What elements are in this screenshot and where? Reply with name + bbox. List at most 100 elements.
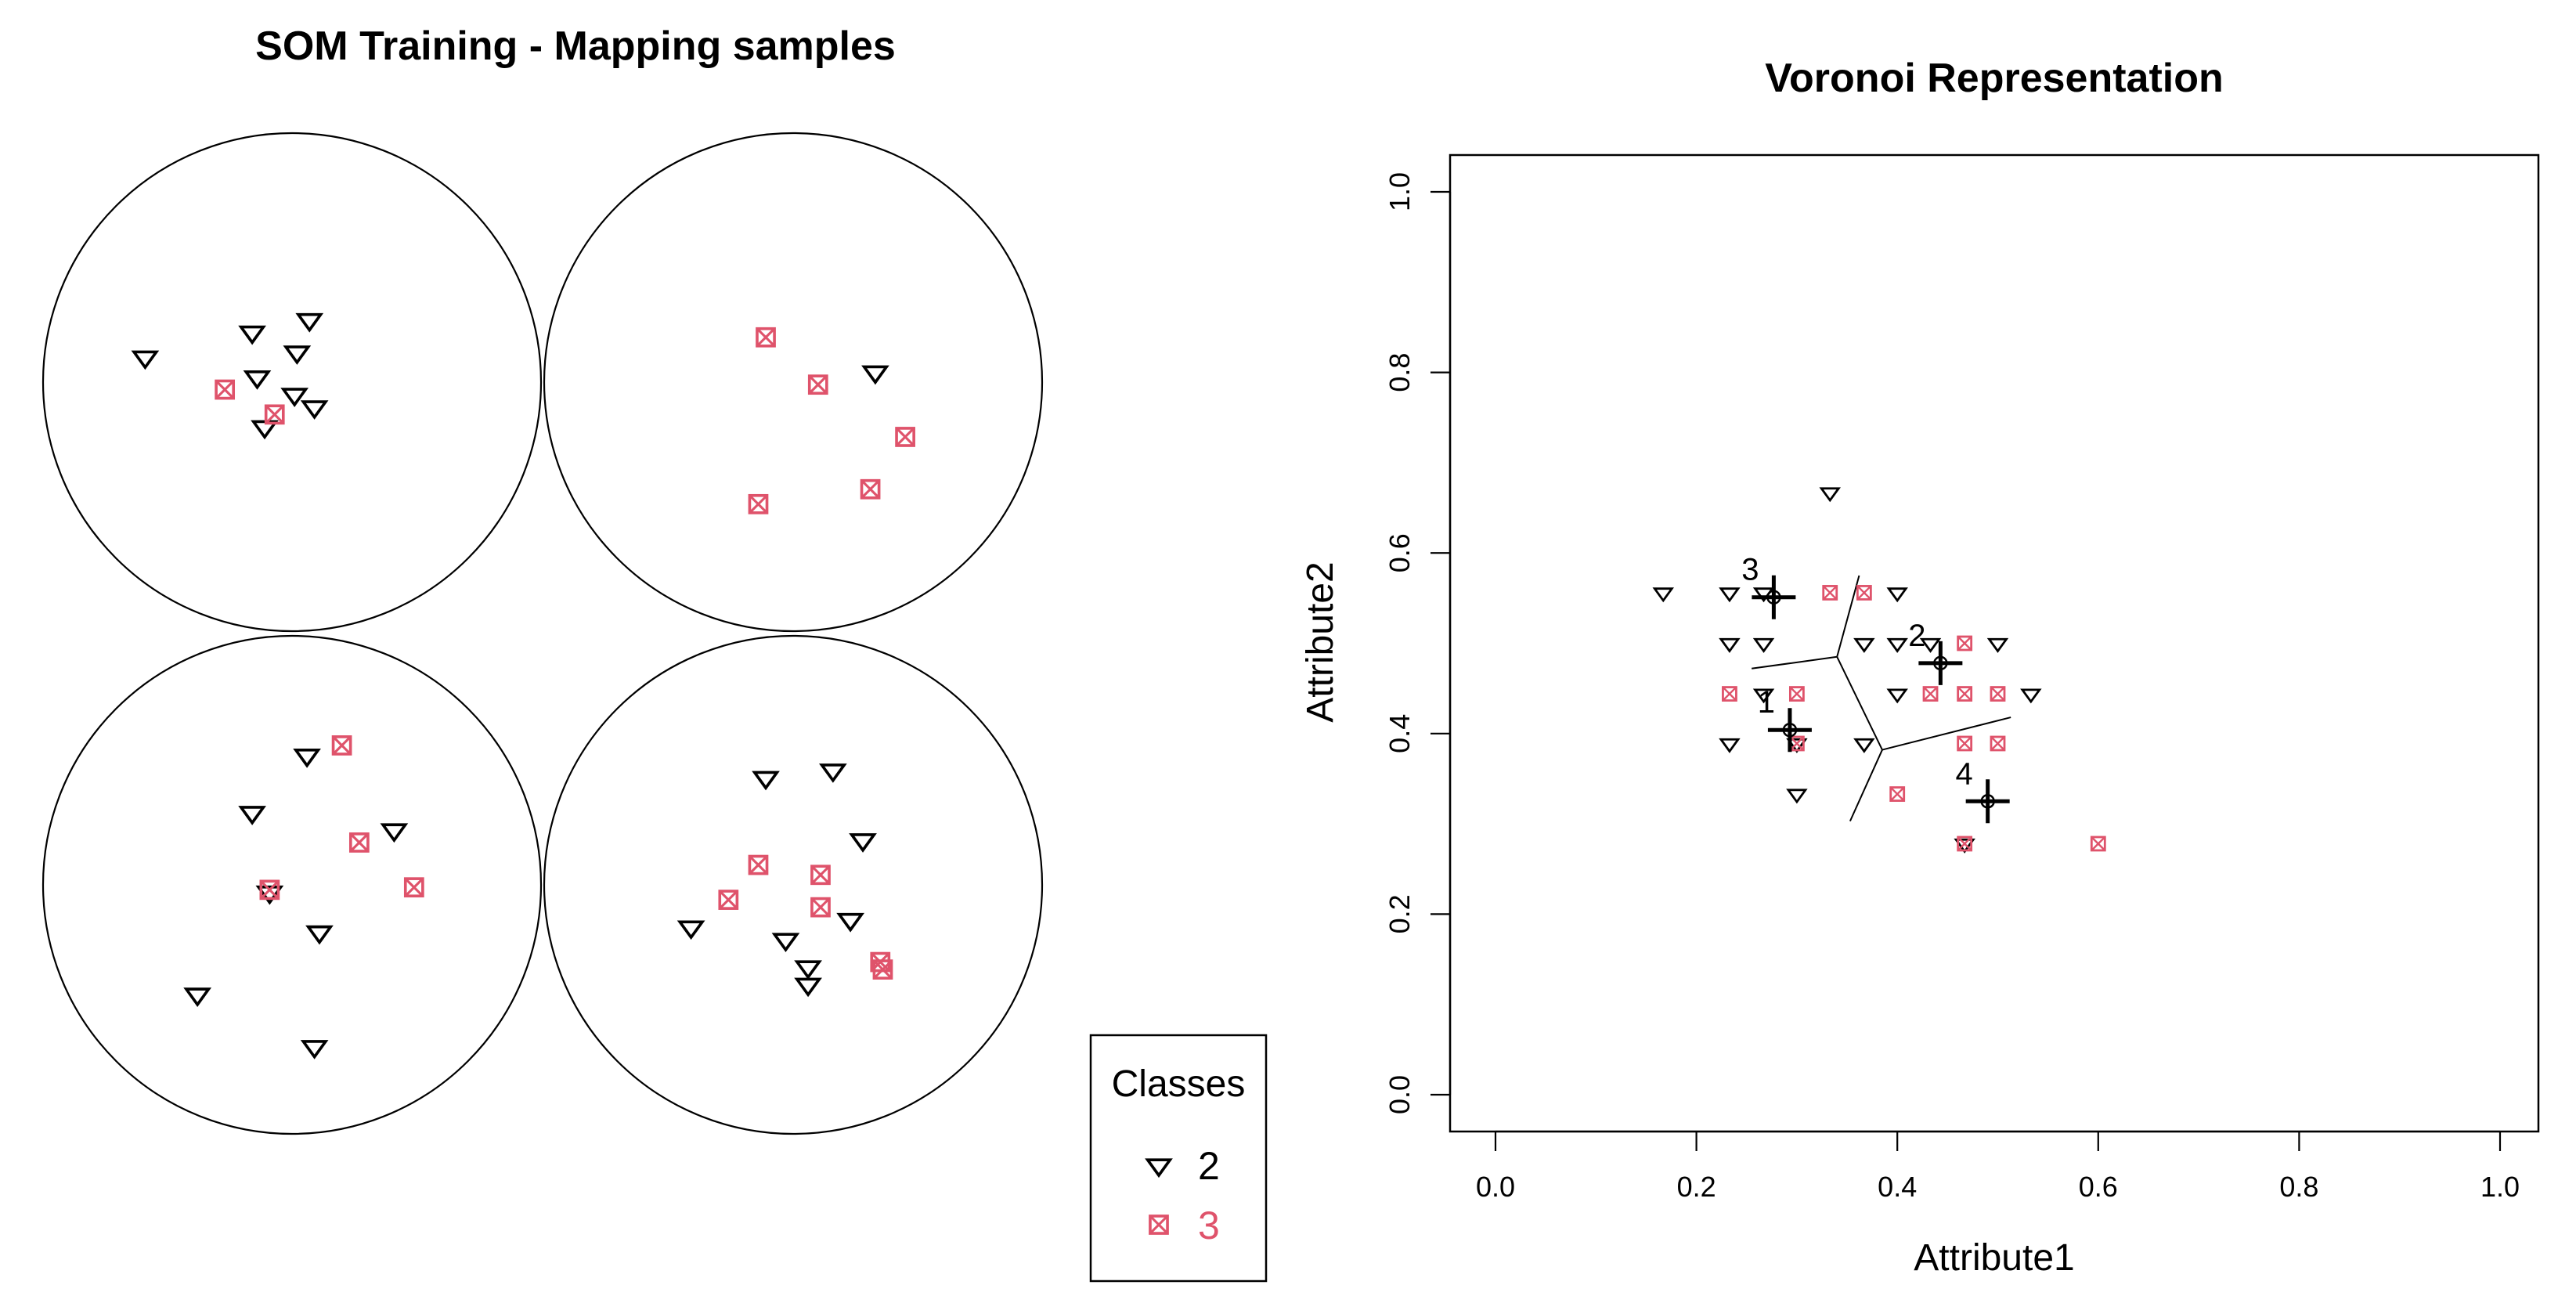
voronoi-point	[1886, 587, 1908, 603]
y-tick-label: 0.6	[1384, 533, 1416, 572]
som-point	[819, 763, 847, 783]
som-point	[676, 920, 705, 940]
legend-marker-2	[1145, 1158, 1173, 1178]
voronoi-point	[1990, 735, 2006, 752]
voronoi-point	[1986, 637, 2009, 653]
som-point	[243, 370, 272, 390]
voronoi-edge	[1752, 655, 1838, 670]
som-point	[300, 400, 329, 420]
voronoi-point	[1719, 637, 1741, 653]
som-point	[756, 327, 776, 348]
som-point	[183, 987, 212, 1007]
y-axis: 0.0 0.2 0.4 0.6 0.8 1.0	[1384, 172, 1452, 1114]
prototype-4: 4	[1956, 756, 2010, 824]
voronoi-point	[2090, 836, 2106, 852]
x-axis: 0.0 0.2 0.4 0.6 0.8 1.0	[1476, 1130, 2520, 1203]
som-neurons	[41, 132, 1044, 1135]
prototype-label: 2	[1908, 619, 1925, 653]
neuron-circle-1	[41, 132, 543, 633]
y-tick-label: 0.4	[1384, 714, 1416, 753]
som-point	[807, 374, 828, 395]
som-point	[861, 365, 889, 385]
voronoi-point	[1886, 688, 1908, 704]
neuron-circle-3	[41, 634, 543, 1135]
y-tick-label: 0.8	[1384, 353, 1416, 392]
voronoi-point	[1853, 637, 1875, 653]
prototype-label: 4	[1956, 756, 1973, 791]
voronoi-point	[1788, 686, 1805, 702]
prototype-1: 1	[1758, 685, 1812, 753]
voronoi-edge	[1836, 656, 1883, 750]
voronoi-point	[1652, 587, 1675, 603]
voronoi-point	[1752, 688, 1775, 704]
legend-label-2: 2	[1198, 1144, 1220, 1188]
voronoi-panel: Voronoi Representation 0.0 0.2 0.4 0.6 0.8 1.…	[1300, 56, 2540, 1279]
voronoi-point	[1886, 637, 1908, 653]
legend-marker-3	[1149, 1215, 1169, 1235]
som-point	[849, 833, 877, 853]
voronoi-point	[1957, 735, 1973, 752]
voronoi-point	[1719, 587, 1741, 603]
prototype-label: 3	[1741, 553, 1759, 587]
som-point	[718, 890, 739, 910]
voronoi-point	[1990, 686, 2006, 702]
som-point	[293, 749, 321, 768]
som-point	[348, 832, 370, 853]
prototype-2: 2	[1908, 619, 1963, 685]
voronoi-edge	[1836, 575, 1860, 658]
som-point	[264, 404, 285, 425]
som-point	[238, 325, 266, 345]
voronoi-point	[1889, 786, 1906, 802]
som-point	[331, 735, 352, 756]
x-tick-label: 0.2	[1677, 1171, 1716, 1203]
som-point	[300, 1040, 329, 1059]
voronoi-edge	[1849, 749, 1883, 822]
x-tick-label: 0.6	[2079, 1171, 2118, 1203]
legend-title: Classes	[1112, 1063, 1246, 1105]
som-point	[215, 379, 236, 400]
som-title: SOM Training - Mapping samples	[255, 23, 896, 69]
y-axis-title: Attribute2	[1300, 561, 1341, 722]
som-points	[131, 312, 915, 1059]
voronoi-point	[2020, 688, 2042, 704]
voronoi-point	[1856, 585, 1872, 601]
legend-entries: 23	[1145, 1144, 1220, 1247]
som-point	[748, 854, 769, 875]
legend: Classes 23	[1089, 1034, 1268, 1283]
som-point	[872, 959, 893, 980]
voronoi-point	[1822, 585, 1838, 601]
y-tick-label: 0.0	[1384, 1075, 1416, 1114]
som-point	[895, 427, 915, 447]
voronoi-edges	[1752, 575, 2011, 822]
som-point	[748, 493, 769, 514]
voronoi-point	[1957, 686, 1973, 702]
som-point	[810, 864, 831, 886]
som-point	[283, 345, 312, 365]
voronoi-point	[1786, 789, 1808, 804]
prototype-3: 3	[1741, 553, 1796, 619]
x-tick-label: 0.0	[1476, 1171, 1515, 1203]
legend-label-3: 3	[1198, 1204, 1220, 1247]
voronoi-point	[1922, 686, 1939, 702]
legend-frame	[1089, 1034, 1268, 1283]
som-point	[794, 977, 822, 998]
voronoi-prototypes: 1 2 3 4	[1741, 553, 2010, 824]
x-axis-title: Attribute1	[1914, 1237, 2074, 1279]
prototype-label: 1	[1758, 685, 1775, 720]
x-tick-label: 1.0	[2480, 1171, 2520, 1203]
som-point	[771, 933, 800, 953]
voronoi-edge	[1881, 716, 2011, 751]
som-point	[259, 879, 280, 901]
x-tick-label: 0.8	[2279, 1171, 2318, 1203]
voronoi-point	[1722, 686, 1737, 702]
voronoi-point	[1719, 738, 1741, 753]
som-point	[238, 806, 266, 825]
som-point	[860, 478, 881, 500]
voronoi-point	[1853, 738, 1875, 753]
som-point	[794, 960, 822, 980]
som-point	[403, 877, 424, 898]
y-tick-label: 1.0	[1384, 172, 1416, 211]
som-point	[305, 925, 334, 945]
